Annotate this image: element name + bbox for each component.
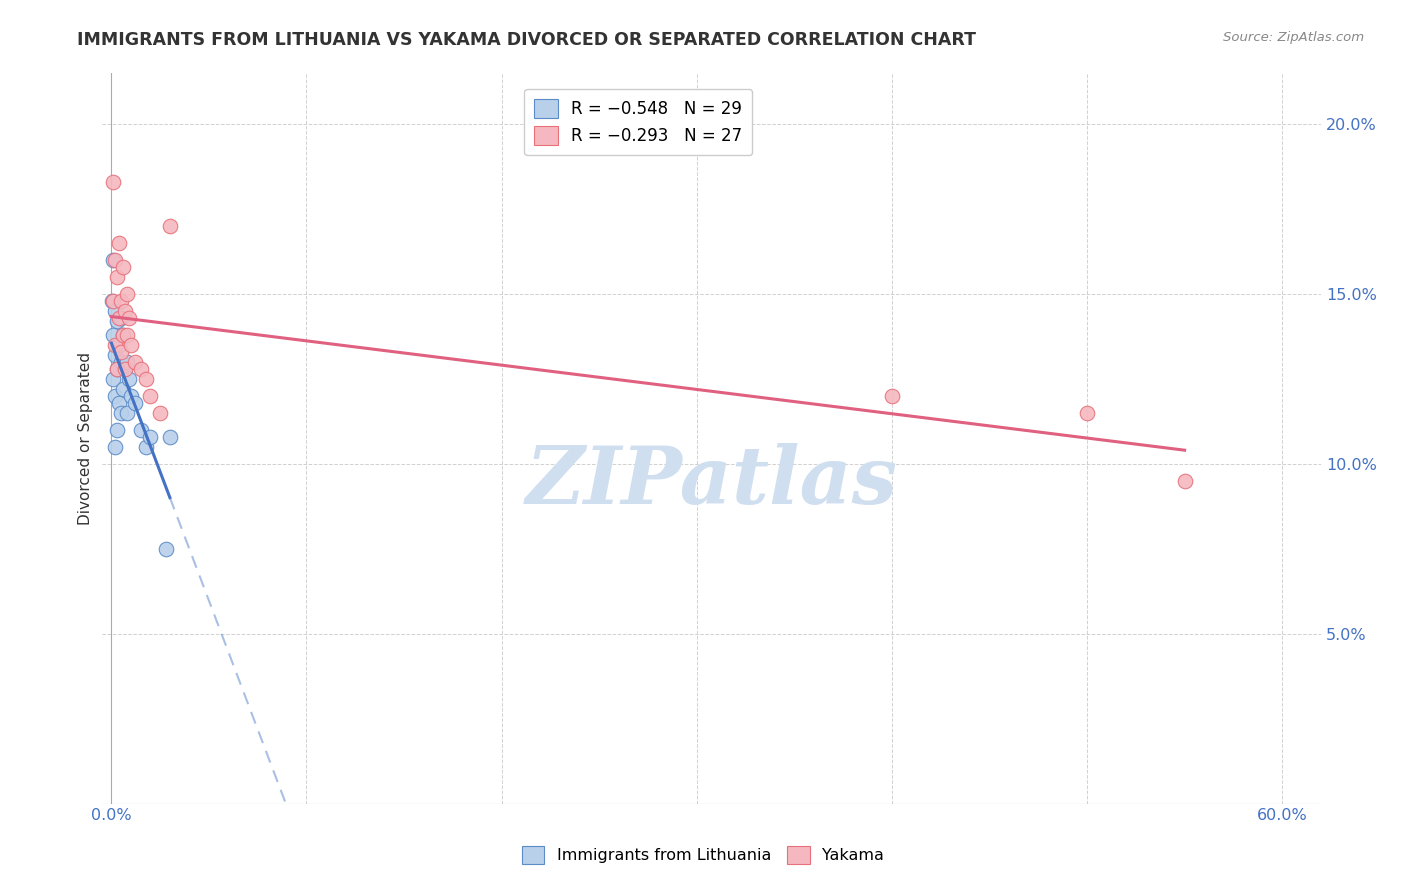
Point (110, 406, 132, 420)
Point (159, 219, 181, 233)
Point (112, 327, 135, 342)
Point (105, 361, 128, 376)
Point (1174, 474, 1197, 488)
Point (120, 389, 142, 403)
Point (159, 429, 181, 443)
Point (112, 327, 135, 342)
Point (101, 293, 124, 308)
Point (115, 406, 138, 420)
Point (114, 361, 136, 376)
Point (108, 338, 131, 352)
Point (110, 310, 132, 325)
Point (118, 310, 141, 325)
Point (1076, 406, 1098, 420)
Point (115, 327, 138, 342)
Point (139, 429, 162, 443)
Point (118, 372, 141, 386)
Point (112, 260, 135, 274)
Point (108, 310, 131, 325)
Point (105, 314, 128, 328)
Text: IMMIGRANTS FROM LITHUANIA VS YAKAMA DIVORCED OR SEPARATED CORRELATION CHART: IMMIGRANTS FROM LITHUANIA VS YAKAMA DIVO… (77, 31, 976, 49)
Legend: R = −0.548   N = 29, R = −0.293   N = 27: R = −0.548 N = 29, R = −0.293 N = 27 (524, 88, 752, 155)
Text: ZIPatlas: ZIPatlas (526, 443, 897, 521)
Point (104, 338, 127, 352)
Point (104, 440, 127, 454)
Point (124, 395, 146, 409)
Point (105, 269, 128, 284)
Point (110, 293, 132, 308)
Point (880, 389, 903, 403)
Point (104, 389, 127, 403)
Point (112, 382, 135, 396)
Point (103, 252, 125, 267)
Point (115, 355, 138, 369)
Point (139, 389, 162, 403)
Point (103, 327, 125, 342)
Point (104, 304, 127, 318)
Point (129, 361, 152, 376)
Point (104, 252, 127, 267)
Point (149, 406, 172, 420)
Text: Source: ZipAtlas.com: Source: ZipAtlas.com (1223, 31, 1364, 45)
Point (120, 338, 142, 352)
Point (115, 286, 138, 301)
Point (114, 361, 136, 376)
Point (114, 304, 136, 318)
Point (110, 344, 132, 359)
Point (110, 355, 132, 369)
Point (124, 355, 146, 369)
Point (108, 395, 131, 409)
Point (103, 175, 125, 189)
Point (129, 423, 152, 437)
Point (103, 372, 125, 386)
Point (105, 423, 128, 437)
Legend: Immigrants from Lithuania, Yakama: Immigrants from Lithuania, Yakama (516, 839, 890, 871)
Y-axis label: Divorced or Separated: Divorced or Separated (79, 351, 93, 524)
Point (135, 372, 157, 386)
Point (104, 348, 127, 362)
Point (155, 541, 177, 556)
Point (103, 293, 125, 308)
Point (105, 361, 128, 376)
Point (108, 235, 131, 250)
Point (135, 440, 157, 454)
